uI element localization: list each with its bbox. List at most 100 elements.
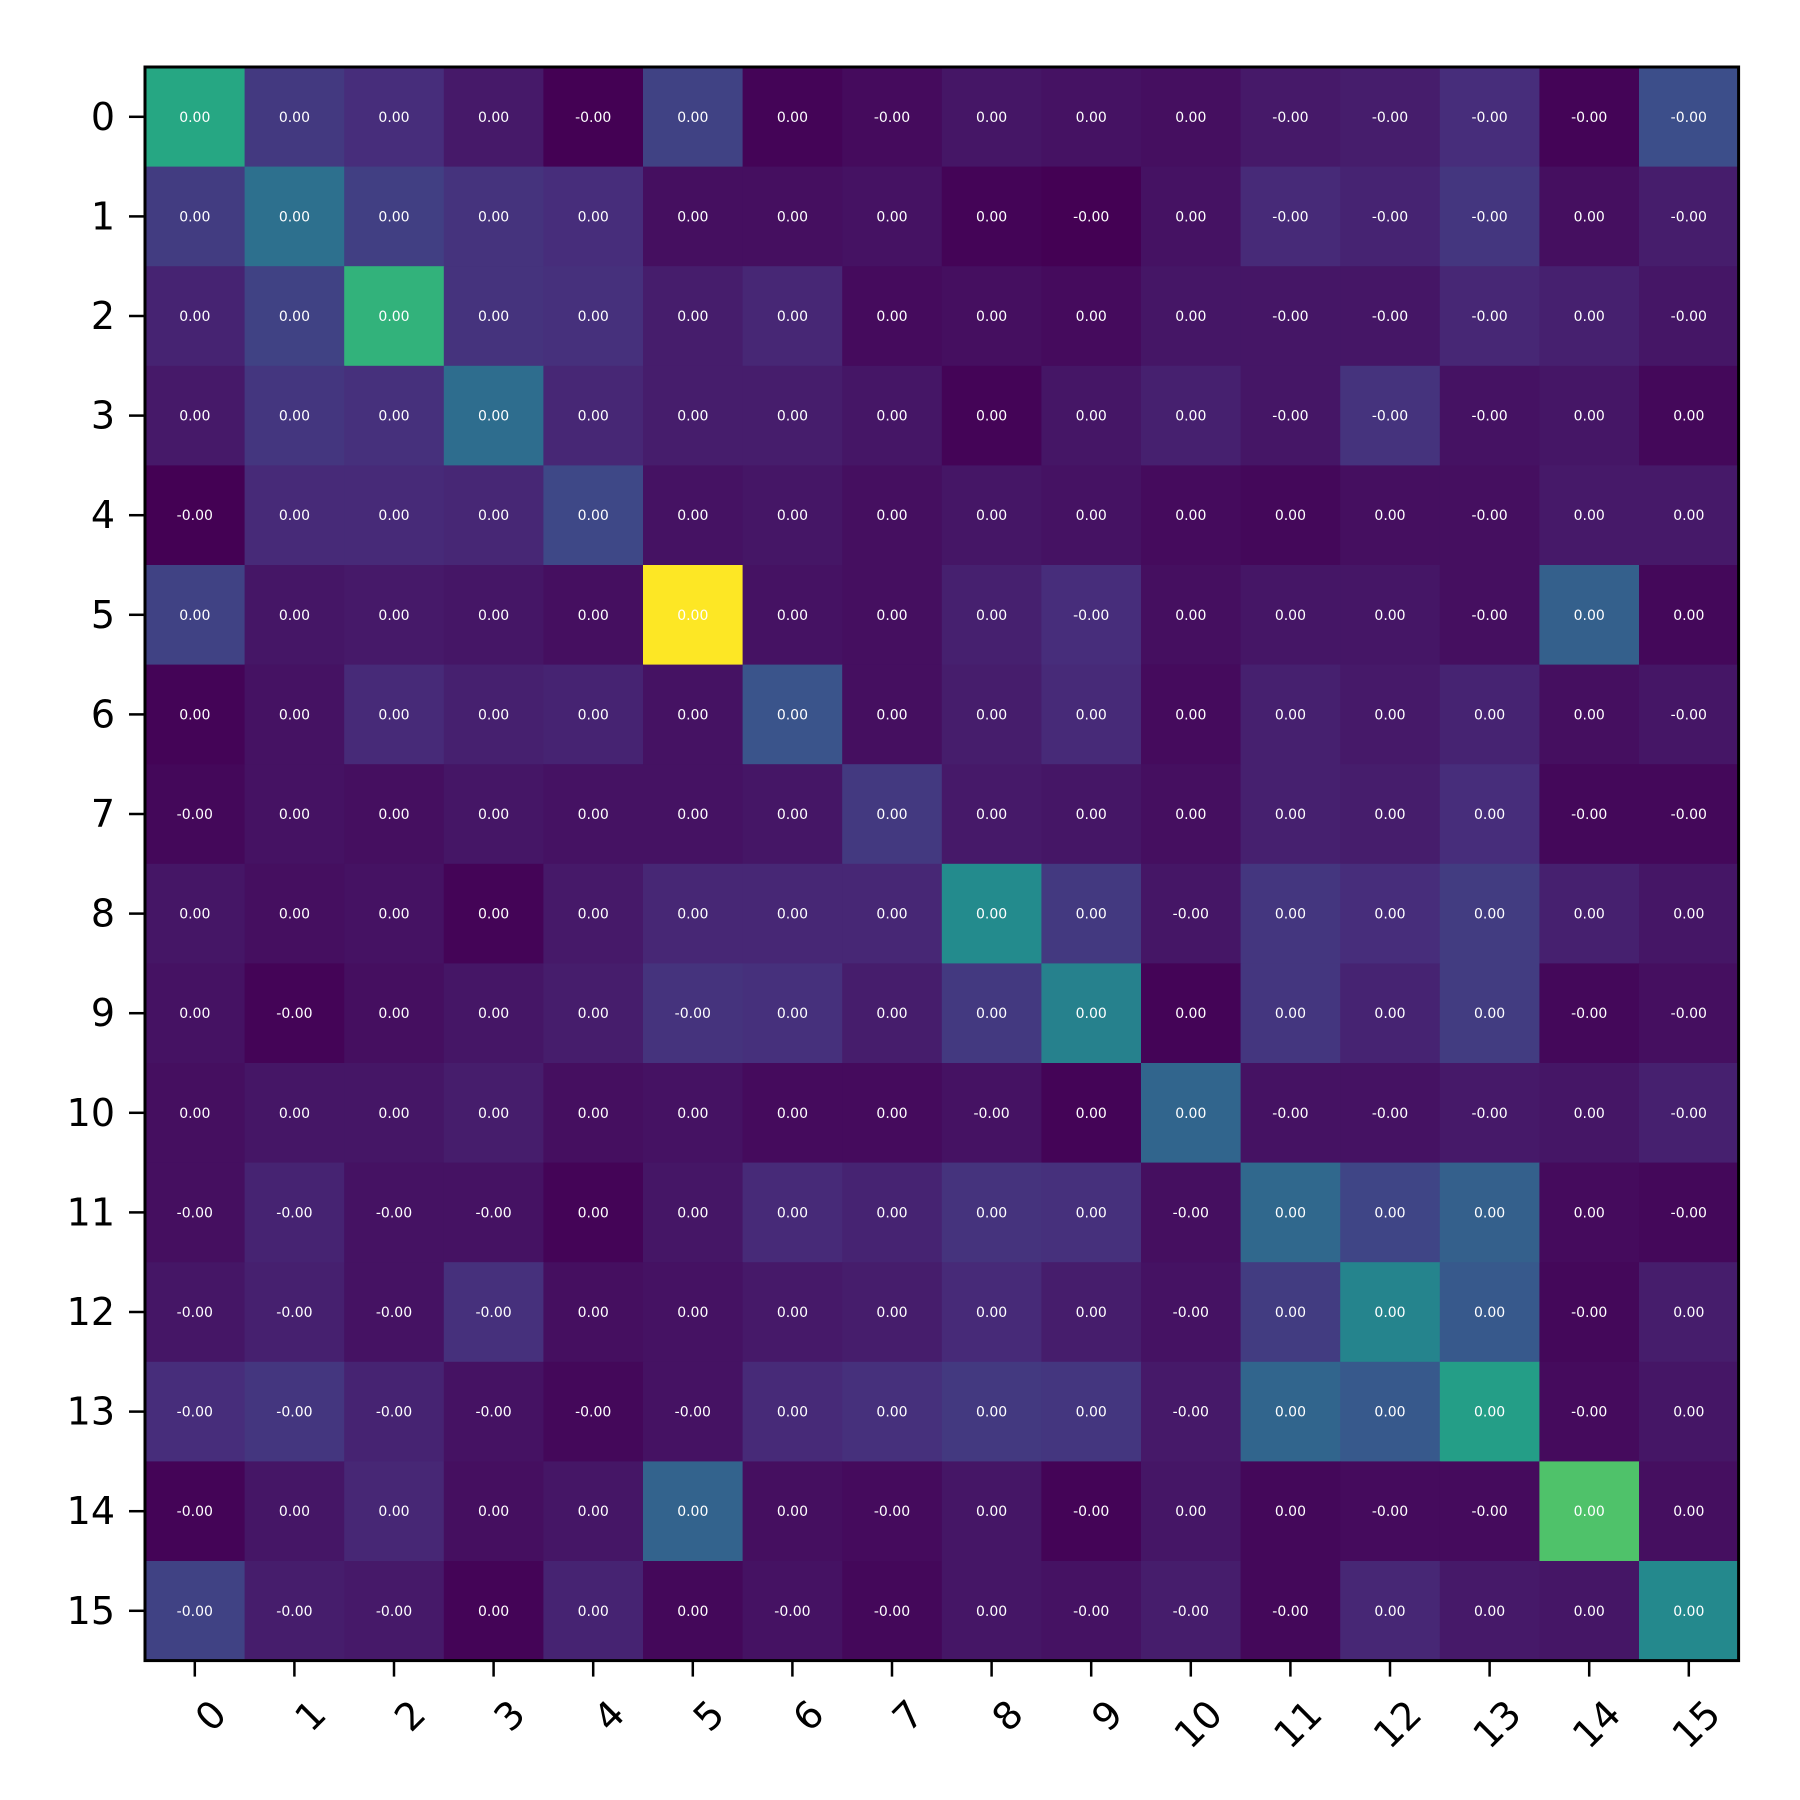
cell-value-label: 0.00 (1574, 608, 1605, 624)
cell-value-label: 0.00 (677, 209, 708, 225)
heatmap-cell (1340, 1461, 1441, 1562)
cell-value-label: 0.00 (378, 110, 409, 126)
heatmap-cell (543, 166, 644, 267)
heatmap-cell (1041, 664, 1142, 765)
heatmap-cell (1639, 166, 1740, 267)
heatmap-cell (443, 1461, 544, 1562)
heatmap-cells (145, 67, 1740, 1662)
cell-value-label: -0.00 (376, 1205, 412, 1221)
cell-value-label: 0.00 (1175, 608, 1206, 624)
cell-value-label: 0.00 (578, 409, 609, 425)
cell-value-label: 0.00 (1474, 1305, 1505, 1321)
cell-value-label: 0.00 (478, 807, 509, 823)
heatmap-cell (842, 764, 943, 865)
heatmap-cell (842, 166, 943, 267)
heatmap-cell (145, 465, 246, 566)
heatmap-cell (1340, 1361, 1441, 1462)
heatmap-cell (643, 266, 744, 367)
heatmap-cell (145, 764, 246, 865)
heatmap-cell (1639, 365, 1740, 466)
heatmap-cell (443, 266, 544, 367)
cell-value-label: 0.00 (179, 907, 210, 923)
cell-value-label: 0.00 (1474, 807, 1505, 823)
heatmap-cell (1041, 1361, 1142, 1462)
heatmap-cell (1340, 664, 1441, 765)
cell-value-label: -0.00 (874, 1604, 910, 1620)
heatmap-cell (543, 664, 644, 765)
y-tick-label: 4 (91, 493, 115, 537)
heatmap-cell (543, 565, 644, 666)
cell-value-label: 0.00 (1374, 707, 1405, 723)
cell-value-label: -0.00 (276, 1604, 312, 1620)
heatmap-cell (1240, 664, 1341, 765)
cell-value-label: 0.00 (1175, 1106, 1206, 1122)
y-tick-label: 2 (91, 294, 115, 338)
cell-value-label: -0.00 (475, 1205, 511, 1221)
heatmap-cell (1240, 1063, 1341, 1164)
cell-value-label: 0.00 (677, 1106, 708, 1122)
heatmap-cell (643, 1262, 744, 1363)
heatmap-cell (1041, 863, 1142, 964)
cell-value-label: -0.00 (1471, 1106, 1507, 1122)
heatmap-cell (1141, 67, 1242, 168)
cell-value-label: 0.00 (578, 907, 609, 923)
heatmap-cell (1539, 266, 1640, 367)
cell-value-label: 0.00 (777, 1205, 808, 1221)
cell-value-label: 0.00 (1076, 508, 1107, 524)
heatmap-cell (742, 166, 843, 267)
heatmap-cell (1639, 1063, 1740, 1164)
heatmap-cell (742, 1063, 843, 1164)
cell-value-label: 0.00 (777, 608, 808, 624)
heatmap-cell (1539, 166, 1640, 267)
cell-value-label: 0.00 (1275, 1405, 1306, 1421)
heatmap-cell (1240, 365, 1341, 466)
cell-value-label: -0.00 (1671, 209, 1707, 225)
cell-value-label: 0.00 (876, 1305, 907, 1321)
heatmap-cell (443, 67, 544, 168)
cell-value-label: 0.00 (1374, 1305, 1405, 1321)
heatmap-cell (145, 1262, 246, 1363)
cell-value-label: 0.00 (279, 508, 310, 524)
heatmap-cell (1340, 863, 1441, 964)
heatmap-cell (244, 266, 345, 367)
cell-value-label: -0.00 (376, 1604, 412, 1620)
cell-value-label: 0.00 (478, 707, 509, 723)
x-tick-label: 15 (1664, 1692, 1729, 1757)
heatmap-cell (1539, 1262, 1640, 1363)
cell-value-label: 0.00 (976, 707, 1007, 723)
heatmap-cell (842, 963, 943, 1064)
cell-value-label: -0.00 (1073, 1604, 1109, 1620)
cell-value-label: -0.00 (575, 110, 611, 126)
cell-value-label: 0.00 (279, 1504, 310, 1520)
cell-value-label: -0.00 (1571, 110, 1607, 126)
cell-value-label: 0.00 (1175, 209, 1206, 225)
cell-value-label: 0.00 (777, 1006, 808, 1022)
heatmap-cell (543, 67, 644, 168)
heatmap-cell (941, 166, 1042, 267)
cell-value-label: 0.00 (677, 409, 708, 425)
heatmap-cell (742, 67, 843, 168)
heatmap-cell (742, 963, 843, 1064)
heatmap-cell (1240, 266, 1341, 367)
heatmap-cell (244, 1063, 345, 1164)
heatmap-cell (643, 1063, 744, 1164)
y-tick-label: 8 (91, 892, 115, 936)
heatmap-cell (344, 1361, 445, 1462)
cell-value-label: 0.00 (976, 1604, 1007, 1620)
heatmap-cell (244, 365, 345, 466)
heatmap-cell (1439, 664, 1540, 765)
cell-value-label: -0.00 (1671, 807, 1707, 823)
cell-value-label: 0.00 (777, 209, 808, 225)
heatmap-cell (1240, 166, 1341, 267)
cell-value-label: 0.00 (976, 110, 1007, 126)
heatmap-cell (643, 963, 744, 1064)
cell-value-label: 0.00 (1275, 707, 1306, 723)
cell-value-label: 0.00 (1175, 1006, 1206, 1022)
heatmap-cell (145, 1461, 246, 1562)
heatmap-cell (1141, 1361, 1242, 1462)
heatmap-cell (742, 764, 843, 865)
cell-value-label: 0.00 (1374, 508, 1405, 524)
cell-value-label: 0.00 (578, 508, 609, 524)
cell-value-label: 0.00 (378, 608, 409, 624)
heatmap-cell (1539, 1361, 1640, 1462)
